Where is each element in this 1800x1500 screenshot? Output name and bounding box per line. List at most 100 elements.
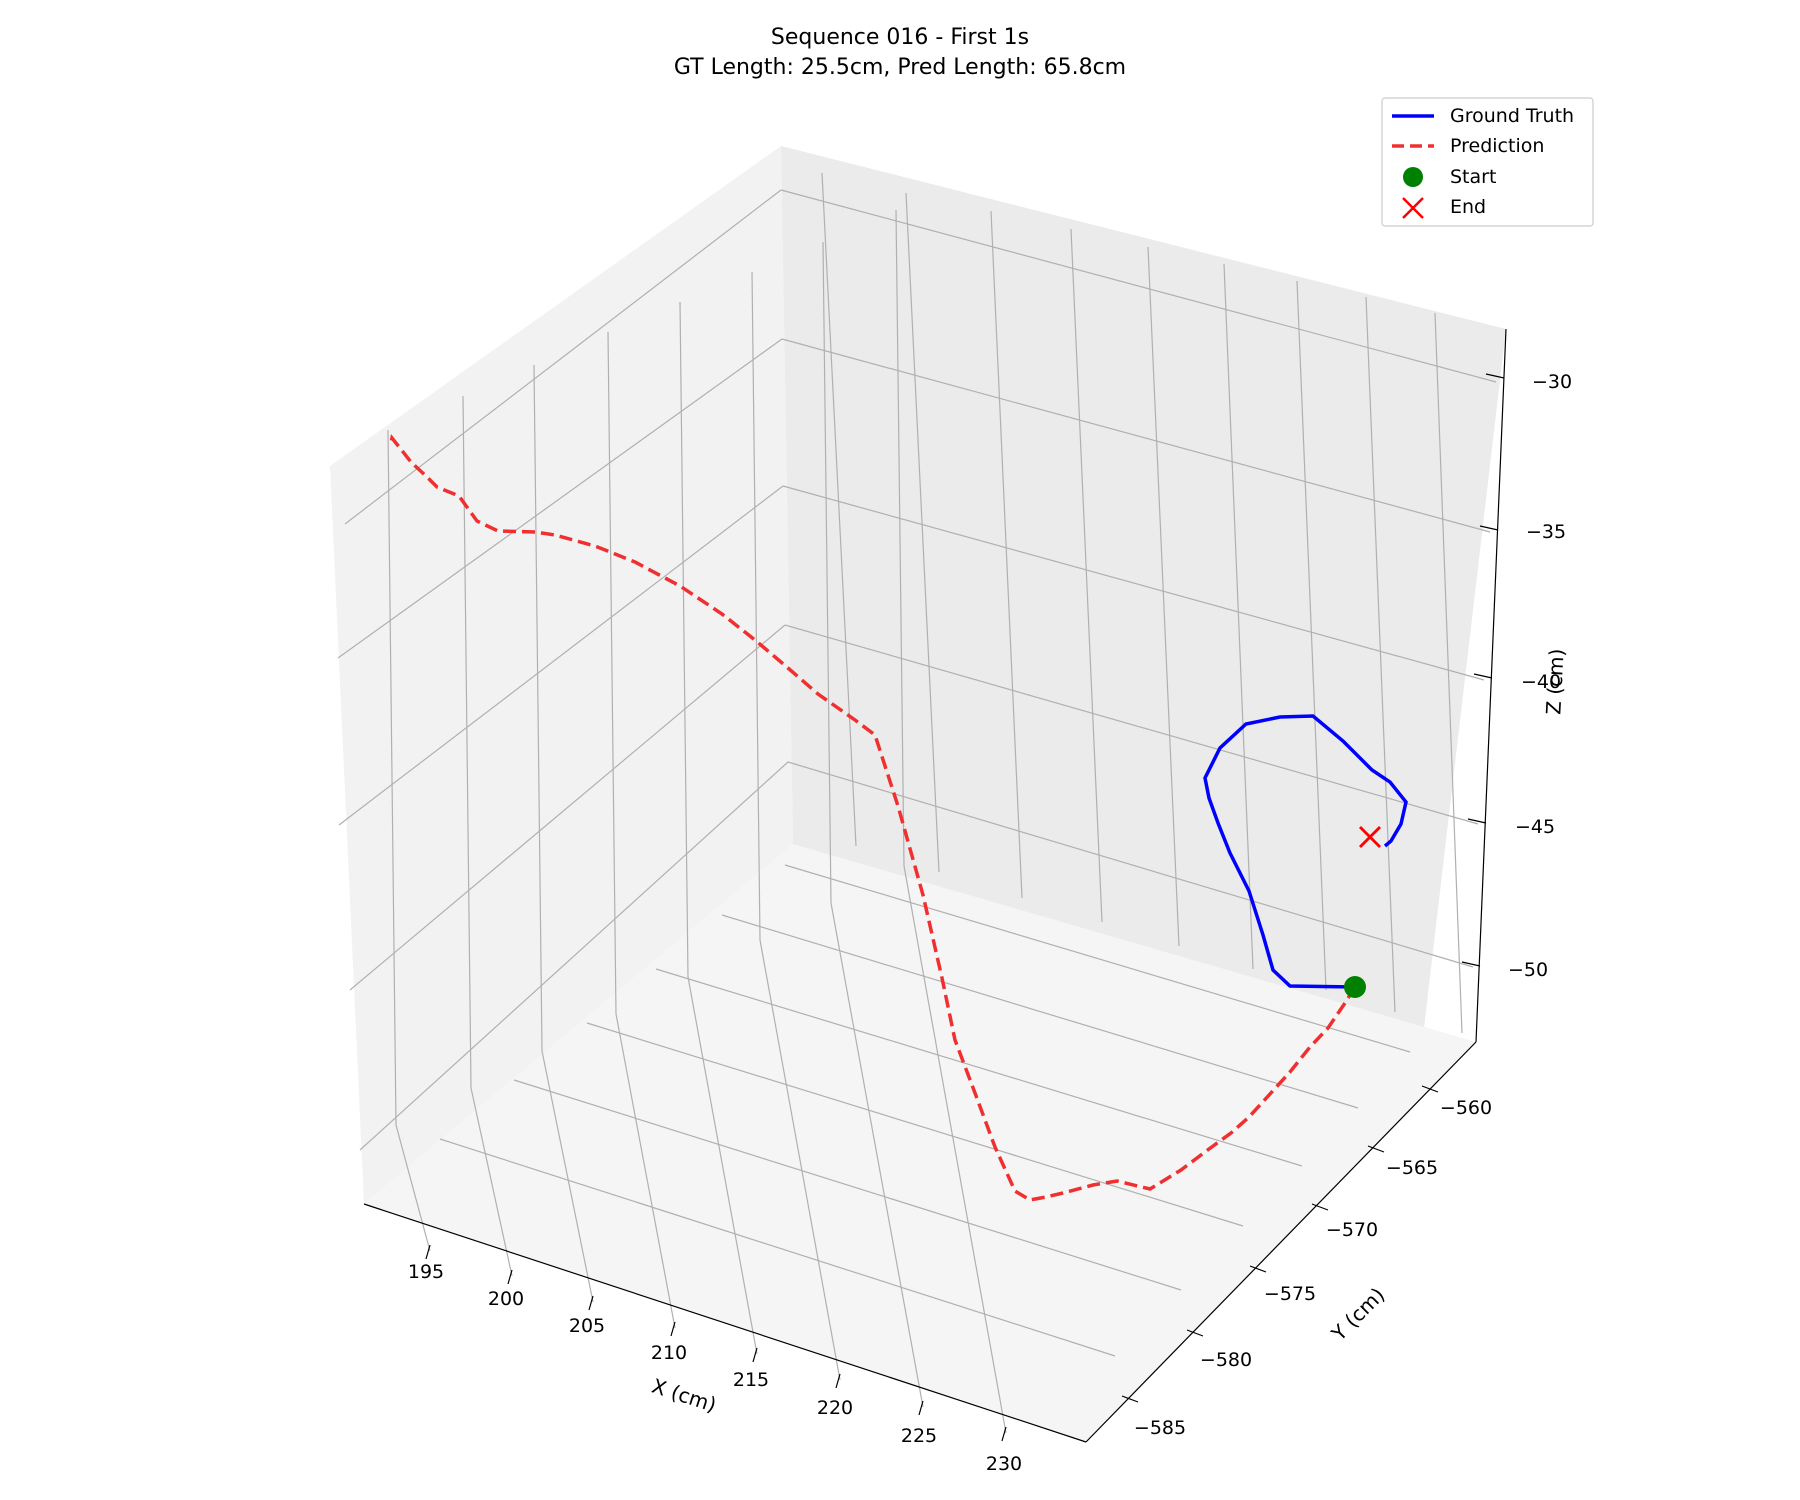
z-gridline-right [787, 761, 1474, 968]
chart-title: Sequence 016 - First 1s [771, 25, 1029, 50]
x-gridline-wall [533, 364, 543, 1052]
chart-subtitle: GT Length: 25.5cm, Pred Length: 65.8cm [674, 55, 1126, 80]
end-point-marker [1359, 826, 1381, 848]
y-gridline-floor [721, 914, 1359, 1109]
x-gridline-floor [687, 976, 758, 1355]
x-tick-mark [425, 1244, 431, 1260]
x-gridline-wall [822, 241, 832, 904]
z-gridline-left [338, 485, 784, 826]
z-axis-label: Z (cm) [1541, 648, 1568, 715]
z-gridline-right [780, 189, 1497, 383]
axis-lines [363, 328, 1507, 1443]
x-tick-label: 205 [569, 1315, 605, 1337]
z-tick-mark [1485, 373, 1505, 379]
z-gridline-left [337, 338, 783, 659]
y-tick-mark [1186, 1329, 1204, 1337]
pane-back-xz [330, 146, 793, 1204]
x-gridline-wall [751, 271, 761, 941]
z-tick-label: −40 [1521, 671, 1561, 693]
y-tick-mark [1121, 1395, 1139, 1403]
z-tick-label: −35 [1526, 521, 1566, 543]
y-gridline-floor [586, 1022, 1244, 1227]
x-gridline-floor [541, 1050, 594, 1303]
ground-truth-series-line [1203, 714, 1408, 989]
y-tick-mark [1311, 1203, 1329, 1211]
x-tick-mark [670, 1321, 676, 1337]
y-tick-mark [1367, 1145, 1385, 1153]
legend: Ground Truth Prediction Start End [1381, 97, 1594, 227]
x-tick-labels: 195 200 205 210 215 220 225 230 [408, 1261, 1022, 1475]
y-gridline-floor [513, 1079, 1182, 1291]
x-tick-label: 210 [651, 1342, 687, 1364]
x-gridline-wall [387, 429, 397, 1126]
legend-entry-start: Start [1403, 166, 1496, 188]
y-tick-label: −570 [1326, 1219, 1378, 1241]
z-tick-mark [1467, 818, 1487, 824]
tick-marks [425, 373, 1505, 1442]
z-gridline-left [349, 624, 786, 991]
y-tick-label: −565 [1386, 1157, 1438, 1179]
z-gridline-right [781, 338, 1491, 533]
y-tick-label: −580 [1200, 1349, 1252, 1371]
legend-swatch-end-b [1402, 197, 1424, 219]
x-tick-mark [588, 1295, 594, 1311]
y-tick-label: −575 [1264, 1283, 1316, 1305]
z-tick-mark [1461, 961, 1481, 967]
start-point-marker [1344, 976, 1366, 998]
x-gridline-wall [679, 301, 689, 978]
y-gridline-wall [1365, 296, 1396, 1013]
y-tick-label: −560 [1440, 1097, 1492, 1119]
y-gridline-wall [1070, 228, 1103, 923]
x-tick-label: 200 [488, 1288, 524, 1310]
y-gridline-floor [439, 1138, 1116, 1357]
y-gridline-floor [784, 864, 1411, 1053]
pane-back-yz [781, 146, 1506, 1045]
z-tick-labels: −30 −35 −40 −45 −50 [1508, 371, 1572, 981]
legend-label-start: Start [1450, 166, 1496, 188]
z-gridline-left [359, 761, 789, 1151]
z-tick-label: −45 [1515, 816, 1555, 838]
legend-label-end: End [1450, 196, 1486, 218]
x-gridline-floor [903, 865, 1007, 1434]
x-tick-mark [918, 1400, 924, 1416]
legend-label-prediction: Prediction [1450, 135, 1544, 157]
prediction-series-line [389, 433, 1357, 1202]
y-gridline-wall [905, 192, 940, 873]
legend-entry-ground-truth: Ground Truth [1392, 105, 1574, 127]
x-gridline-floor [470, 1087, 513, 1277]
gridlines [337, 172, 1497, 1434]
y-gridline-floor [655, 968, 1303, 1167]
legend-label-ground-truth: Ground Truth [1450, 105, 1574, 127]
x-tick-label: 230 [986, 1453, 1022, 1475]
legend-entry-prediction: Prediction [1392, 135, 1544, 157]
z-tick-mark [1473, 673, 1493, 679]
legend-frame [1381, 97, 1594, 227]
y-gridline-wall [990, 210, 1023, 899]
x-tick-label: 220 [817, 1397, 853, 1419]
legend-entry-end: End [1402, 196, 1486, 219]
y-gridline-wall [821, 172, 857, 847]
x-tick-mark [1001, 1426, 1007, 1442]
x-gridline-wall [607, 331, 617, 1015]
x-tick-label: 225 [901, 1425, 937, 1447]
x-tick-label: 215 [733, 1369, 769, 1391]
x-tick-label: 195 [408, 1261, 444, 1283]
z-tick-mark [1479, 525, 1499, 531]
end-marker-stroke [1359, 826, 1381, 848]
x-gridline-floor [615, 1013, 676, 1329]
z-axis-line [1475, 328, 1507, 1043]
y-axis-line [1085, 1041, 1477, 1443]
z-tick-label: −30 [1532, 371, 1572, 393]
x-tick-mark [752, 1347, 758, 1363]
x-tick-mark [835, 1373, 841, 1389]
y-tick-mark [1421, 1085, 1439, 1093]
y-gridline-wall [1147, 246, 1180, 947]
y-gridline-wall [1223, 263, 1254, 970]
z-gridline-right [782, 485, 1485, 681]
x-gridline-floor [395, 1124, 431, 1252]
x-axis-line [363, 1203, 1087, 1443]
z-gridline-right [784, 624, 1479, 825]
x-gridline-floor [830, 902, 924, 1408]
y-gridline-wall [1296, 280, 1327, 991]
